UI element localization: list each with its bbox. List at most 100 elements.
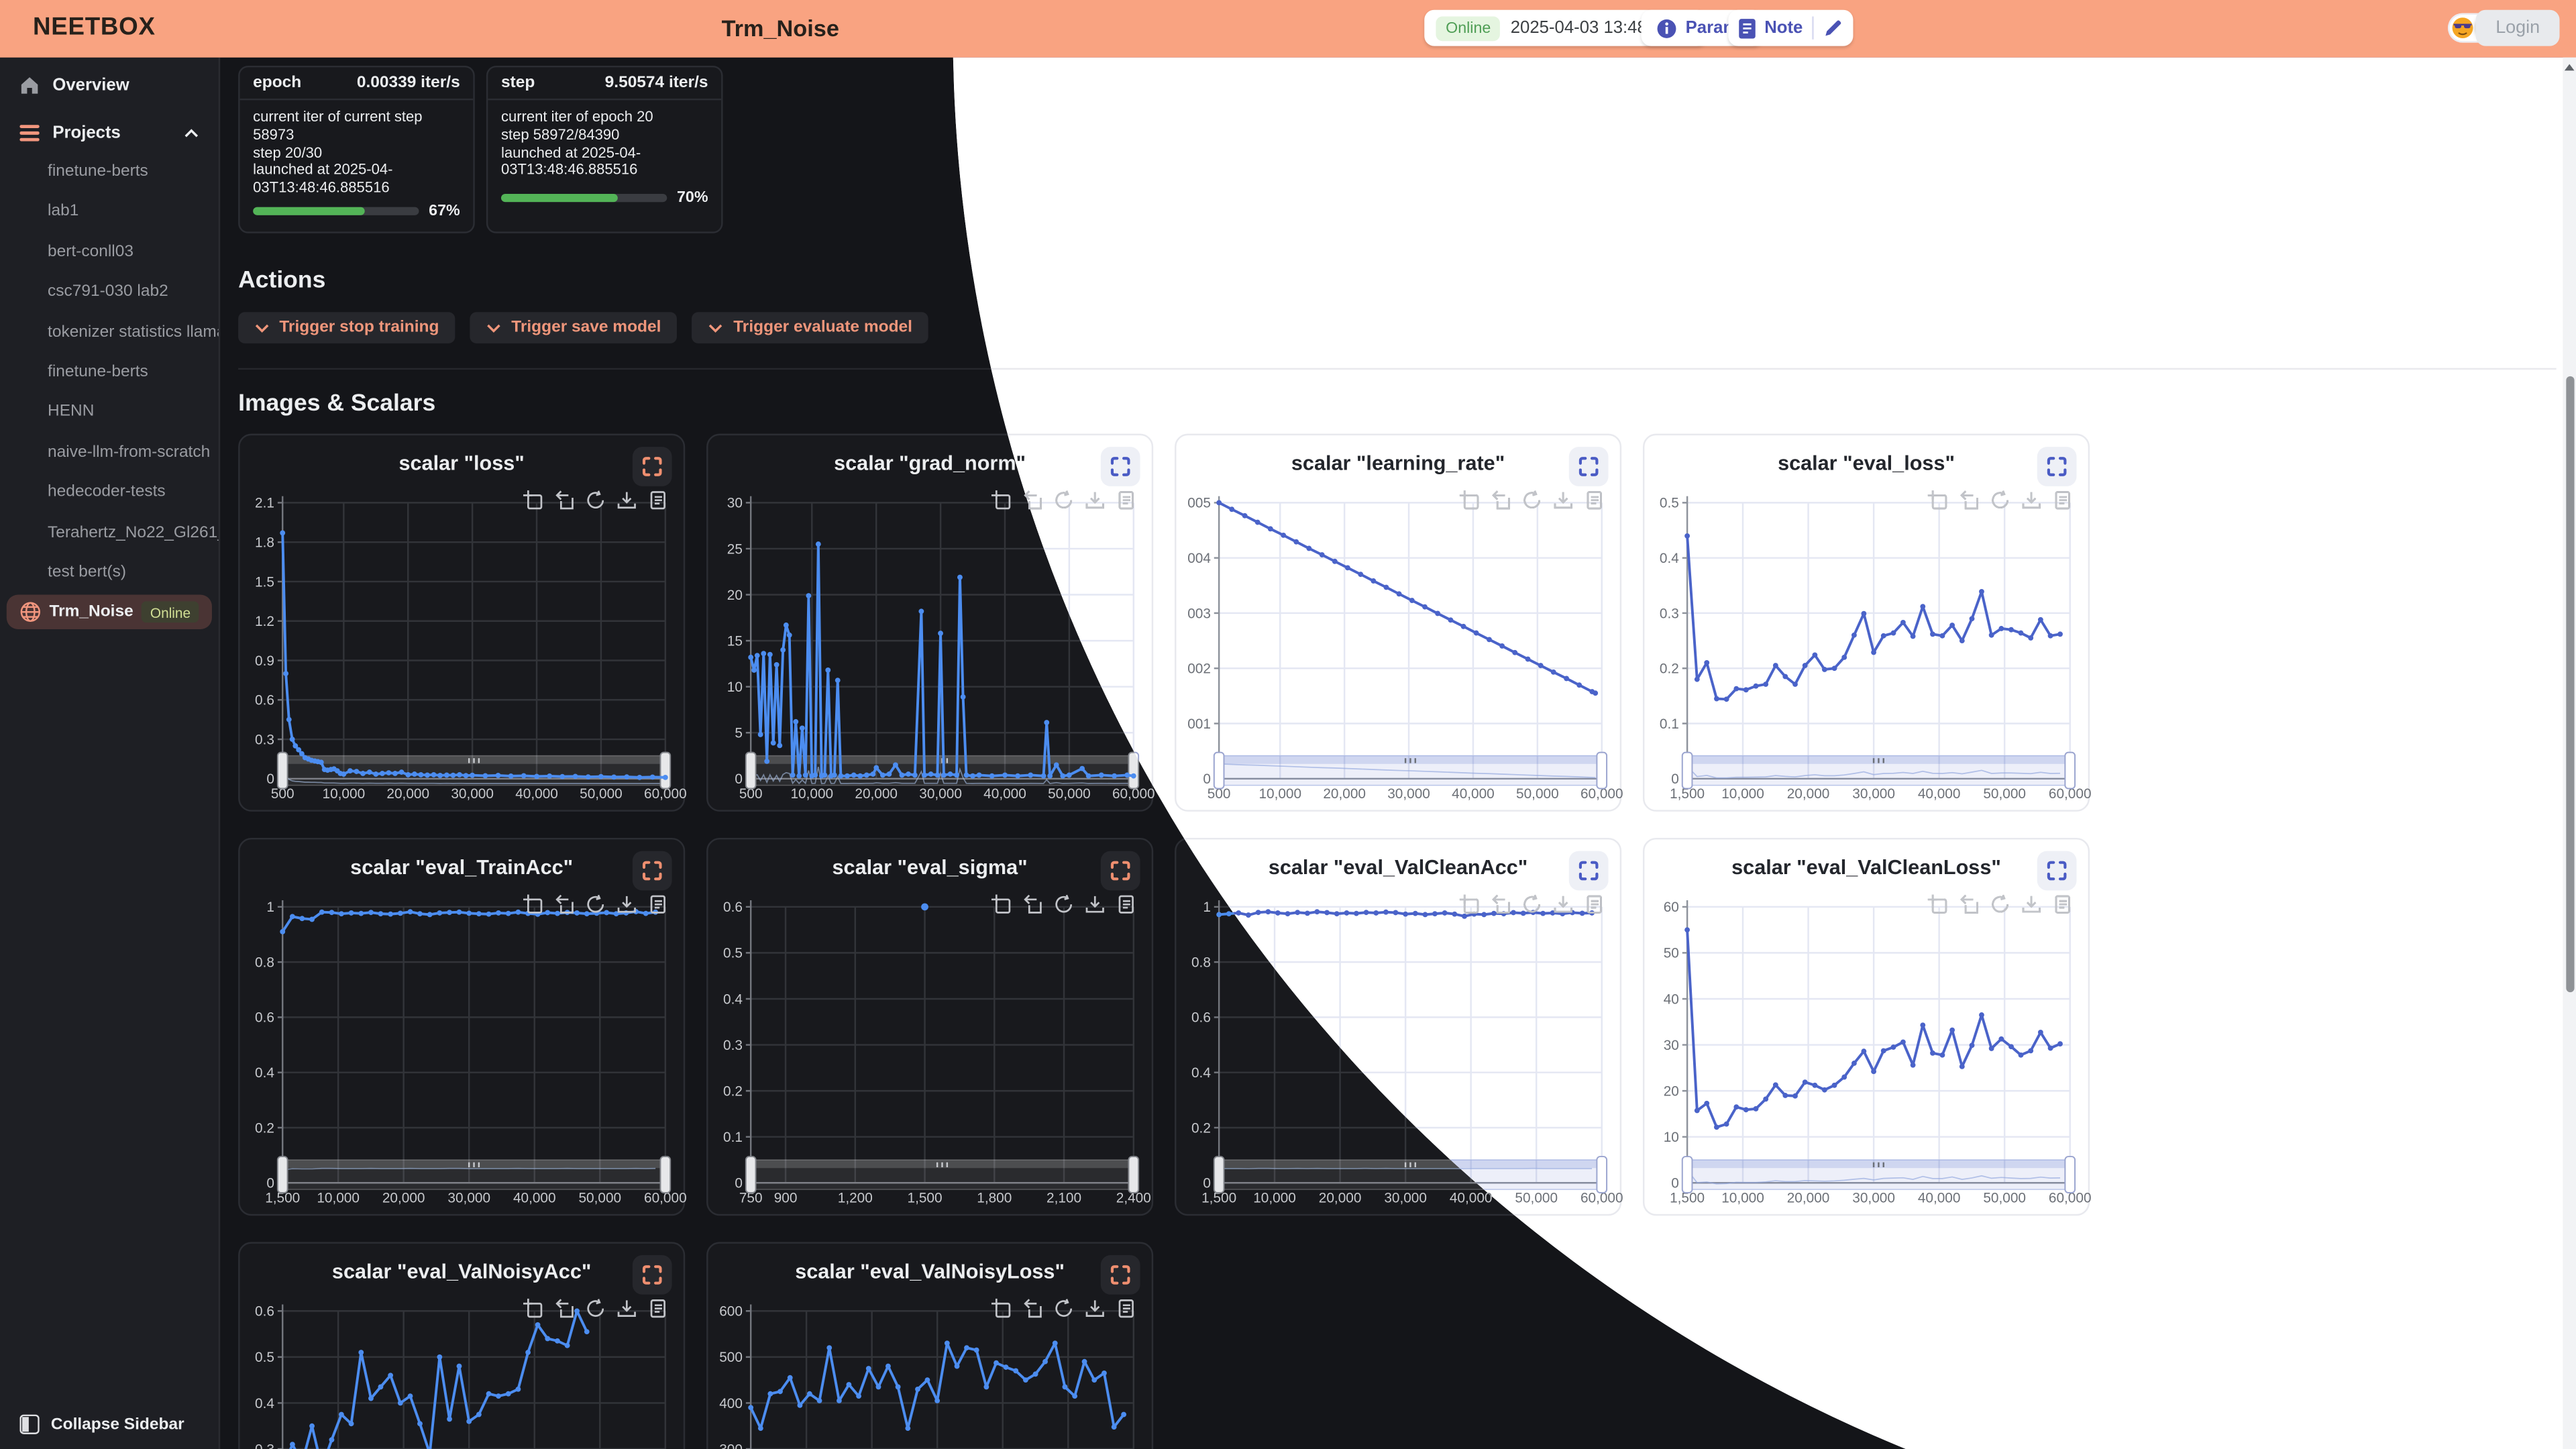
download-icon[interactable] xyxy=(1552,894,1574,916)
download-icon[interactable] xyxy=(1552,490,1574,512)
chart-plot[interactable]: 0 5 10 15 20 25 30 500 10,000 20,000 30,000 40,000 5… xyxy=(708,485,1155,814)
zoom-box-icon[interactable] xyxy=(523,894,544,916)
sidebar-item-active-project[interactable]: Trm_Noise Online xyxy=(6,595,212,630)
datazoom-handle[interactable] xyxy=(1213,752,1225,790)
sidebar-item-project[interactable]: test bert(s) xyxy=(48,563,127,582)
chart-plot[interactable]: 0 0.1 0.2 0.3 0.4 0.5 0.6 750 900 1,200 1,500 1,800… xyxy=(708,890,1155,1218)
trigger-action-button[interactable]: Trigger stop training xyxy=(238,313,455,344)
fullscreen-button[interactable] xyxy=(1568,447,1609,487)
undo-zoom-icon[interactable] xyxy=(553,1299,575,1320)
sidebar-item-project[interactable]: lab1 xyxy=(48,203,79,221)
datazoom-handle[interactable] xyxy=(745,752,757,790)
undo-zoom-icon[interactable] xyxy=(1022,894,1043,916)
download-icon[interactable] xyxy=(1084,1299,1106,1320)
zoom-box-icon[interactable] xyxy=(523,1299,544,1320)
datazoom-handle[interactable] xyxy=(276,752,288,790)
log-icon[interactable] xyxy=(1116,490,1137,512)
datazoom-handle[interactable] xyxy=(1213,1157,1225,1194)
sidebar-item-project[interactable]: HENN xyxy=(48,402,95,421)
log-icon[interactable] xyxy=(1584,894,1605,916)
log-icon[interactable] xyxy=(2052,894,2074,916)
undo-zoom-icon[interactable] xyxy=(1022,1299,1043,1320)
undo-zoom-icon[interactable] xyxy=(1958,490,1980,512)
datazoom-handle[interactable] xyxy=(1596,752,1608,790)
undo-zoom-icon[interactable] xyxy=(1022,490,1043,512)
chart-plot[interactable]: 0 10 20 30 40 50 60 1,500 10,000 20,000 30,000 40,0… xyxy=(1644,890,2092,1218)
log-icon[interactable] xyxy=(1116,894,1137,916)
fullscreen-button[interactable] xyxy=(2037,851,2077,892)
sidebar-item-project[interactable]: bert-conll03 xyxy=(48,242,134,261)
zoom-box-icon[interactable] xyxy=(991,894,1012,916)
zoom-box-icon[interactable] xyxy=(1459,490,1481,512)
fullscreen-button[interactable] xyxy=(1100,851,1140,892)
collapse-sidebar-button[interactable]: Collapse Sidebar xyxy=(19,1414,184,1434)
sidebar-item-project[interactable]: naive-llm-from-scratch xyxy=(48,443,211,462)
chart-plot[interactable]: 0 0.1 0.2 0.3 0.4 0.5 1,500 10,000 20,000 30,000 4… xyxy=(1644,485,2092,814)
log-icon[interactable] xyxy=(647,1299,669,1320)
sidebar-item-project[interactable]: csc791-030 lab2 xyxy=(48,282,168,301)
trigger-action-button[interactable]: Trigger save model xyxy=(470,313,678,344)
datazoom-handle[interactable] xyxy=(2064,752,2076,790)
sidebar-item-overview[interactable]: Overview xyxy=(0,66,219,105)
fullscreen-button[interactable] xyxy=(632,447,672,487)
refresh-icon[interactable] xyxy=(1053,1299,1075,1320)
undo-zoom-icon[interactable] xyxy=(1958,894,1980,916)
sidebar-item-project[interactable]: hedecoder-tests xyxy=(48,483,166,502)
chart-plot[interactable]: 0 001 002 003 004 005 500 10,000 20,000 30,000 40,… xyxy=(1176,485,1623,814)
log-icon[interactable] xyxy=(1116,1299,1137,1320)
app-logo[interactable]: NEETBOX xyxy=(32,13,156,42)
datazoom-handle[interactable] xyxy=(659,1157,672,1194)
log-icon[interactable] xyxy=(1584,490,1605,512)
undo-zoom-icon[interactable] xyxy=(1490,894,1511,916)
log-icon[interactable] xyxy=(647,894,669,916)
undo-zoom-icon[interactable] xyxy=(1490,490,1511,512)
scroll-up-arrow-icon[interactable] xyxy=(2564,64,2575,71)
download-icon[interactable] xyxy=(616,1299,637,1320)
fullscreen-button[interactable] xyxy=(632,1255,672,1295)
pencil-icon[interactable] xyxy=(1824,18,1843,38)
sidebar-item-project[interactable]: finetune-berts xyxy=(48,363,148,382)
datazoom-handle[interactable] xyxy=(1681,752,1693,790)
download-icon[interactable] xyxy=(2021,490,2042,512)
download-icon[interactable] xyxy=(616,490,637,512)
zoom-box-icon[interactable] xyxy=(1459,894,1481,916)
note-button[interactable]: Note xyxy=(1738,17,1803,39)
fullscreen-button[interactable] xyxy=(2037,447,2077,487)
datazoom-handle[interactable] xyxy=(1128,752,1140,790)
refresh-icon[interactable] xyxy=(1053,894,1075,916)
zoom-box-icon[interactable] xyxy=(991,1299,1012,1320)
refresh-icon[interactable] xyxy=(1990,894,2011,916)
sidebar-item-project[interactable]: tokenizer statistics llama... xyxy=(48,323,219,341)
chart-plot[interactable]: 0 0.3 0.6 0.9 1.2 1.5 1.8 2.1 500 10,000 20,000 30,… xyxy=(240,485,687,814)
chart-plot[interactable]: 01002003004005006001,50010,00020,00030,0… xyxy=(708,1293,1155,1449)
download-icon[interactable] xyxy=(1084,894,1106,916)
zoom-box-icon[interactable] xyxy=(1927,490,1949,512)
refresh-icon[interactable] xyxy=(585,1299,606,1320)
refresh-icon[interactable] xyxy=(1521,490,1543,512)
sidebar-item-projects[interactable]: Projects xyxy=(0,113,219,153)
trigger-action-button[interactable]: Trigger evaluate model xyxy=(692,313,929,344)
fullscreen-button[interactable] xyxy=(1568,851,1609,892)
refresh-icon[interactable] xyxy=(585,490,606,512)
datazoom-handle[interactable] xyxy=(1596,1157,1608,1194)
zoom-box-icon[interactable] xyxy=(523,490,544,512)
chart-plot[interactable]: 0 0.2 0.4 0.6 0.8 1 1,500 10,000 20,000 30,000 40,… xyxy=(240,890,687,1218)
datazoom-handle[interactable] xyxy=(1128,1157,1140,1194)
datazoom-handle[interactable] xyxy=(745,1157,757,1194)
refresh-icon[interactable] xyxy=(1053,490,1075,512)
datazoom-handle[interactable] xyxy=(659,752,672,790)
refresh-icon[interactable] xyxy=(1521,894,1543,916)
undo-zoom-icon[interactable] xyxy=(553,894,575,916)
fullscreen-button[interactable] xyxy=(1100,1255,1140,1295)
log-icon[interactable] xyxy=(647,490,669,512)
datazoom-handle[interactable] xyxy=(2064,1157,2076,1194)
download-icon[interactable] xyxy=(616,894,637,916)
zoom-box-icon[interactable] xyxy=(991,490,1012,512)
login-button[interactable]: Login xyxy=(2475,9,2560,46)
download-icon[interactable] xyxy=(2021,894,2042,916)
scrollbar-thumb[interactable] xyxy=(2565,376,2574,993)
page-scrollbar[interactable] xyxy=(2563,57,2576,1449)
refresh-icon[interactable] xyxy=(1990,490,2011,512)
datazoom-handle[interactable] xyxy=(276,1157,288,1194)
sidebar-item-project[interactable]: finetune-berts xyxy=(48,162,148,181)
